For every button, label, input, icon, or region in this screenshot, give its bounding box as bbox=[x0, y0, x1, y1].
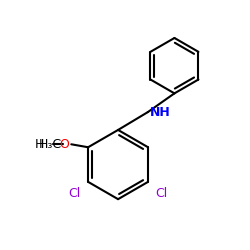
Text: Cl: Cl bbox=[69, 187, 81, 200]
Text: NH: NH bbox=[150, 106, 171, 119]
Text: O: O bbox=[60, 138, 69, 151]
Text: Cl: Cl bbox=[155, 187, 168, 200]
Text: H₃C: H₃C bbox=[38, 138, 62, 151]
Text: H: H bbox=[35, 138, 44, 151]
